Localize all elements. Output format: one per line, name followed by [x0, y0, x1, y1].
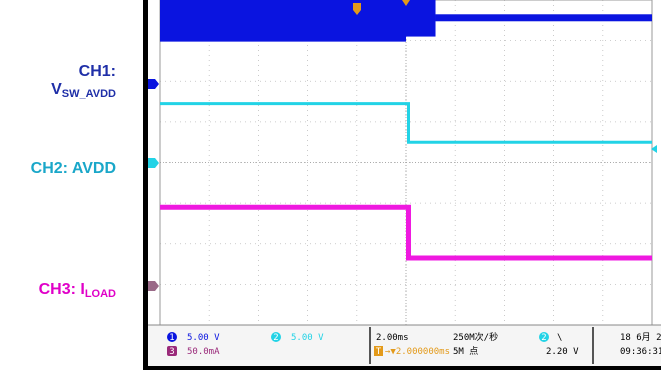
ch2-badge-icon [271, 332, 281, 342]
trigger-level: 2.20 V [546, 347, 579, 357]
ch2-ground-marker-icon [148, 158, 159, 168]
ch1-label-signal: VSW_AVDD [6, 81, 116, 103]
ch3-scale: 50.0mA [187, 347, 220, 357]
time-reference-marker-icon [402, 0, 410, 6]
trigger-position-marker-icon [353, 3, 361, 15]
ch2-badge-number: 2 [273, 333, 278, 343]
ch3-label-main: CH3: I [38, 281, 85, 298]
ch1-label-main: CH1: [78, 63, 116, 80]
ch1-switching-tail [406, 0, 436, 37]
trigger-slope-icon: \ [557, 333, 562, 343]
ch3-trace [160, 204, 652, 261]
ch3-ground-marker-icon [148, 281, 159, 291]
ch1-label-v: V [51, 81, 62, 98]
trigger-position: →▼2.000000ms [385, 347, 450, 357]
ch3-label-sub: LOAD [84, 288, 116, 300]
ch3-label: CH3: ILOAD [0, 281, 116, 303]
status-bar: 1 5.00 V 2 5.00 V 3 50.0mA 2.00ms T →▼2.… [148, 324, 661, 366]
ch1-scale: 5.00 V [187, 333, 220, 343]
ch1-ground-marker-icon [148, 79, 159, 89]
timebase: 2.00ms [376, 333, 409, 343]
trigger-source-badge-icon [539, 332, 549, 342]
trigger-badge-icon [374, 346, 383, 356]
time: 09:36:31 [620, 347, 661, 357]
record-length: 5M 点 [453, 346, 478, 357]
ch3-badge-icon [167, 346, 177, 356]
ch1-badge-number: 1 [169, 333, 174, 343]
date: 18 6月 2 [620, 332, 661, 343]
ch3-badge-number: 3 [169, 347, 174, 357]
ch2-label: CH2: AVDD [30, 160, 116, 177]
ch1-switching-envelope [160, 0, 406, 42]
status-bar-background [148, 325, 661, 366]
plot-background [148, 0, 661, 366]
trigger-badge-letter: T [376, 347, 382, 357]
ch1-label-sub: SW_AVDD [61, 88, 116, 100]
ch1-badge-icon [167, 332, 177, 342]
ch2-trace [160, 102, 652, 144]
traces [160, 0, 652, 261]
graticule [159, 0, 653, 326]
ch1-steady-line [435, 14, 652, 22]
trigger-source-number: 2 [541, 333, 546, 343]
oscilloscope-screen: 1 5.00 V 2 5.00 V 3 50.0mA 2.00ms T →▼2.… [143, 0, 661, 370]
sample-rate: 250M次/秒 [453, 331, 498, 343]
trigger-level-marker-icon [651, 145, 657, 153]
ch2-scale: 5.00 V [291, 333, 324, 343]
ch1-label: CH1: VSW_AVDD [6, 63, 116, 103]
channel-markers [148, 0, 657, 291]
